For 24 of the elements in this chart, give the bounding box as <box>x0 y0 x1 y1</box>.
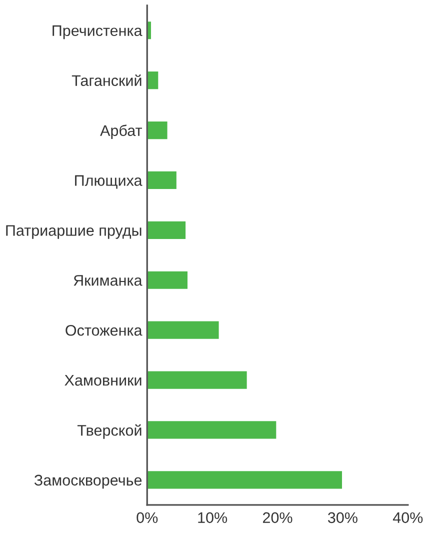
bar <box>147 470 344 490</box>
bar <box>147 370 248 390</box>
y-tick-label: Замоскворечье <box>34 474 142 489</box>
y-tick-label: Хамовники <box>64 375 142 386</box>
y-tick-label: Плющиха <box>75 175 142 189</box>
bar <box>147 170 178 190</box>
y-tick-label: Тверской <box>77 424 142 439</box>
bar <box>147 70 160 91</box>
y-tick-label: Патриаршие пруды <box>6 225 142 239</box>
y-tick-label: Таганский <box>72 74 142 86</box>
bar <box>147 320 220 340</box>
y-tick-label: Якиманка <box>74 275 142 286</box>
x-tick-label: 20% <box>262 512 292 524</box>
x-tick-label: 30% <box>328 512 358 524</box>
bar <box>147 120 169 140</box>
y-tick-label: Арбат <box>100 124 142 140</box>
y-tick-label: Остоженка <box>66 324 142 336</box>
bar <box>147 420 278 440</box>
bar <box>147 270 189 290</box>
x-tick-label: 40% <box>392 512 423 524</box>
y-tick-label: Пречистенка <box>52 25 142 40</box>
x-tick-label: 0% <box>136 512 158 524</box>
bar <box>147 220 187 240</box>
x-tick-label: 10% <box>198 512 228 524</box>
